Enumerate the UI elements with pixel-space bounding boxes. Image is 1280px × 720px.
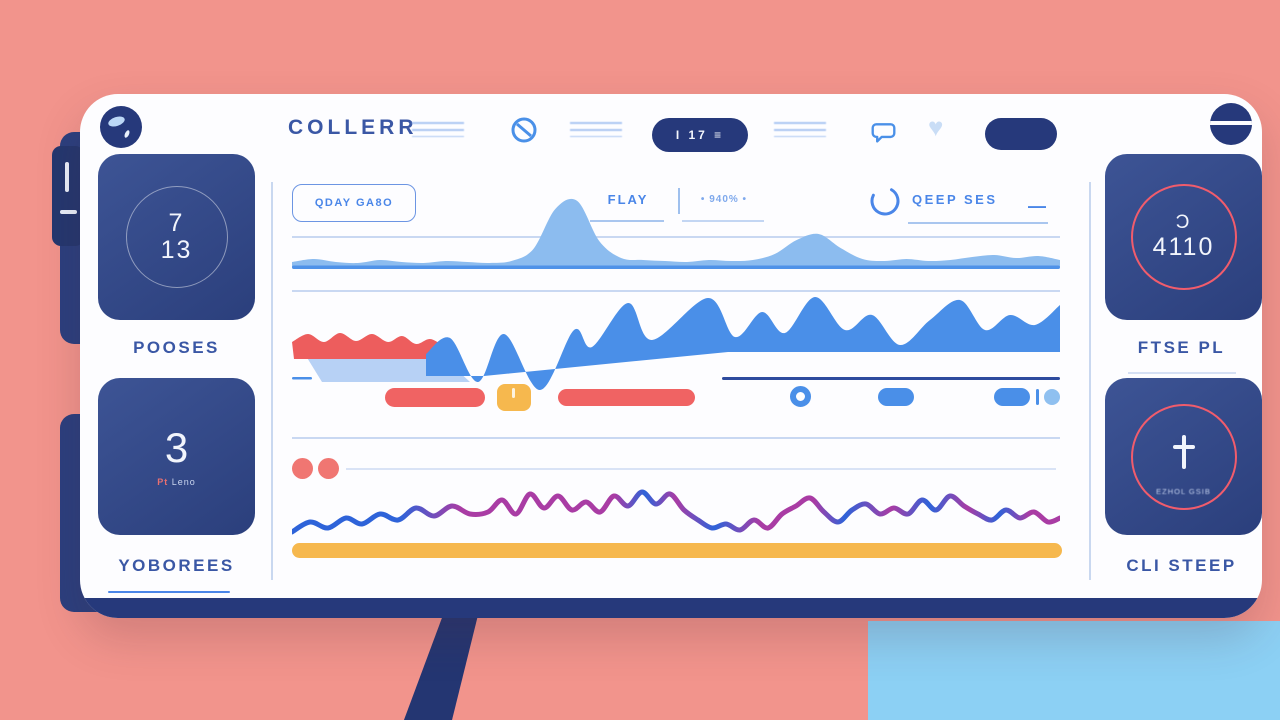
yoborees-value: 3 — [164, 423, 189, 471]
timer-label[interactable]: QEEP SES — [912, 192, 998, 207]
cli-steep-subtext: EZHOL GSIB — [1156, 487, 1211, 496]
date-range-chip-label: QDAY GA8O — [314, 197, 394, 209]
tab-flay[interactable]: FLAY — [607, 192, 649, 207]
plus-icon — [1133, 417, 1235, 477]
nav-item-scribble-1[interactable] — [412, 122, 464, 137]
panel-bottom-edge — [80, 598, 1262, 618]
tab-flay-underline — [590, 220, 664, 222]
legend-yellow-tag[interactable] — [497, 384, 531, 411]
top-area-chart — [292, 198, 1060, 269]
gridline-3 — [292, 437, 1060, 439]
legend-blue-pill[interactable] — [878, 388, 914, 406]
cli-steep-label: CLI STEEP — [1126, 556, 1237, 575]
background-blue-block — [868, 621, 1280, 720]
monitor-stand — [403, 615, 479, 720]
avatar-slit — [1210, 121, 1252, 125]
avatar-menu[interactable] — [1210, 103, 1252, 145]
gridline-1 — [292, 236, 1060, 238]
legend-lightblue-dot[interactable] — [1044, 389, 1060, 405]
logo-orb-icon[interactable] — [100, 106, 142, 148]
main-waves-chart — [292, 296, 1060, 391]
tab-percent-underline — [682, 220, 764, 222]
timer-underline — [908, 222, 1048, 224]
legend-blue-pill-2[interactable] — [994, 388, 1030, 406]
yellow-progress-bar — [292, 543, 1062, 558]
ftse-underline — [1128, 372, 1236, 374]
tab-divider — [678, 188, 680, 214]
primary-pill-label: I 17 ≡ — [675, 128, 725, 142]
pooses-ring: 7 13 — [125, 186, 228, 288]
side-button-mark-horizontal — [60, 210, 77, 214]
circle-slash-icon[interactable] — [510, 116, 538, 144]
pooses-label: POOSES — [133, 338, 220, 357]
yoborees-subtext: Pt Leno — [157, 477, 196, 487]
stat-card-pooses[interactable]: 7 13 — [98, 154, 255, 320]
stat-card-yoborees[interactable]: 3 Pt Leno — [98, 378, 255, 535]
logo-orb-highlight — [107, 114, 126, 129]
legend-coral-pill-long[interactable] — [558, 389, 695, 406]
stat-card-ftse[interactable]: Ɔ 4110 — [1105, 154, 1262, 320]
plus-icon-horizontal — [1172, 445, 1195, 449]
legend-donut-dot[interactable] — [790, 386, 811, 407]
yoborees-subtext-light: Leno — [171, 476, 196, 487]
ftse-label: FTSE PL — [1137, 338, 1226, 357]
tab-percent[interactable]: • 940% • — [700, 194, 748, 205]
spinner-icon[interactable] — [868, 184, 902, 218]
legend-slit — [1036, 389, 1039, 405]
cli-steep-ring: EZHOL GSIB — [1130, 403, 1237, 510]
pooses-value-top: 7 — [168, 208, 185, 237]
chat-bubble-icon[interactable] — [870, 118, 900, 148]
pooses-value-bottom: 13 — [160, 236, 193, 264]
left-divider — [271, 182, 273, 580]
side-button-mark-vertical — [65, 162, 69, 192]
secondary-pill-button[interactable] — [985, 118, 1057, 150]
squiggle-line-chart — [292, 489, 1060, 535]
heart-icon[interactable]: ♥ — [928, 112, 944, 142]
brand-title: COLLERR — [288, 116, 418, 139]
primary-pill-button[interactable]: I 17 ≡ — [652, 118, 748, 152]
ftse-value-bottom: 4110 — [1152, 232, 1215, 261]
marker-dot-2 — [318, 458, 339, 479]
marker-dot-1 — [292, 458, 313, 479]
dashboard-panel: COLLERR I 17 ≡ ♥ 7 13 POOSES 3 Pt Leno Y… — [80, 94, 1262, 618]
logo-orb-dot — [123, 129, 131, 139]
right-divider — [1089, 182, 1091, 580]
legend-coral-pill[interactable] — [385, 388, 485, 407]
minimize-dash[interactable]: — — [1028, 196, 1046, 216]
yoborees-label: YOBOREES — [118, 556, 235, 575]
stat-card-cli-steep[interactable]: EZHOL GSIB — [1105, 378, 1262, 535]
date-range-chip[interactable]: QDAY GA8O — [292, 184, 416, 222]
nav-item-scribble-2[interactable] — [570, 122, 622, 137]
yoborees-subtext-red: Pt — [157, 476, 169, 487]
marker-line — [346, 468, 1056, 470]
nav-item-scribble-3[interactable] — [774, 122, 826, 137]
ftse-ring: Ɔ 4110 — [1130, 184, 1237, 290]
legend-yellow-tick — [512, 388, 515, 398]
ftse-value-top: Ɔ — [1175, 211, 1192, 233]
yoborees-underline — [108, 591, 230, 593]
plus-icon-vertical — [1181, 435, 1186, 469]
gridline-2 — [292, 290, 1060, 292]
